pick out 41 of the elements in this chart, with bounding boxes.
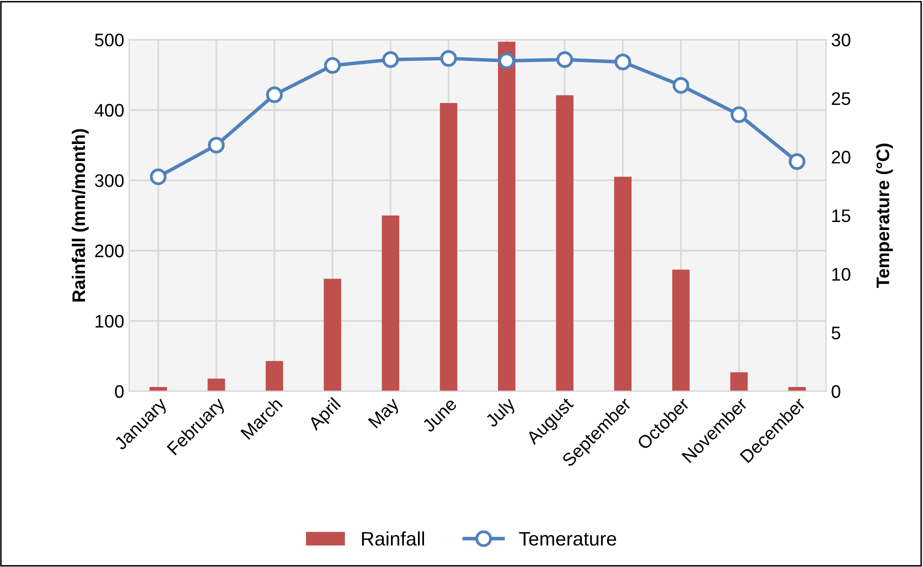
bar [672, 270, 690, 392]
point [208, 136, 225, 154]
y-tick-label: 200 [95, 244, 124, 258]
y2-tick-label: 15 [832, 210, 850, 222]
y2-tick-label: 25 [832, 92, 850, 105]
y-tick-label: 500 [94, 34, 124, 46]
bar [440, 102, 458, 392]
x-tick-label: July [484, 396, 519, 430]
bar [614, 176, 632, 392]
bar [498, 42, 516, 392]
point [150, 168, 167, 186]
point [730, 106, 748, 124]
point [556, 51, 574, 68]
y2-tick-label: 5 [832, 326, 840, 340]
y2-axis-title: Temperature (°C) [876, 144, 893, 288]
point [614, 54, 632, 70]
point [324, 57, 341, 74]
y-tick-label: 300 [94, 174, 124, 188]
bar [208, 378, 226, 392]
point [382, 51, 399, 68]
point [440, 50, 457, 67]
y2-tick-label: 30 [832, 34, 850, 46]
y-tick-label: 400 [94, 104, 124, 117]
y2-tick-label: 0 [832, 385, 840, 398]
point [266, 86, 283, 104]
legend-label: Rainfall [362, 531, 424, 546]
bar [266, 361, 284, 392]
y-axis-title: Rainfall (mm/month) [72, 129, 89, 302]
y2-tick-label: 10 [832, 268, 850, 281]
y-tick-label: 0 [115, 385, 124, 398]
x-tick-label: May [368, 396, 402, 432]
point [672, 77, 690, 94]
bar [730, 372, 748, 392]
point [788, 153, 806, 170]
bar [382, 215, 400, 392]
bar [556, 95, 574, 392]
point [498, 52, 516, 70]
bar [324, 278, 342, 392]
y-tick-label: 100 [96, 314, 124, 328]
y2-tick-label: 20 [832, 150, 850, 164]
legend-label: Temerature [519, 532, 616, 546]
